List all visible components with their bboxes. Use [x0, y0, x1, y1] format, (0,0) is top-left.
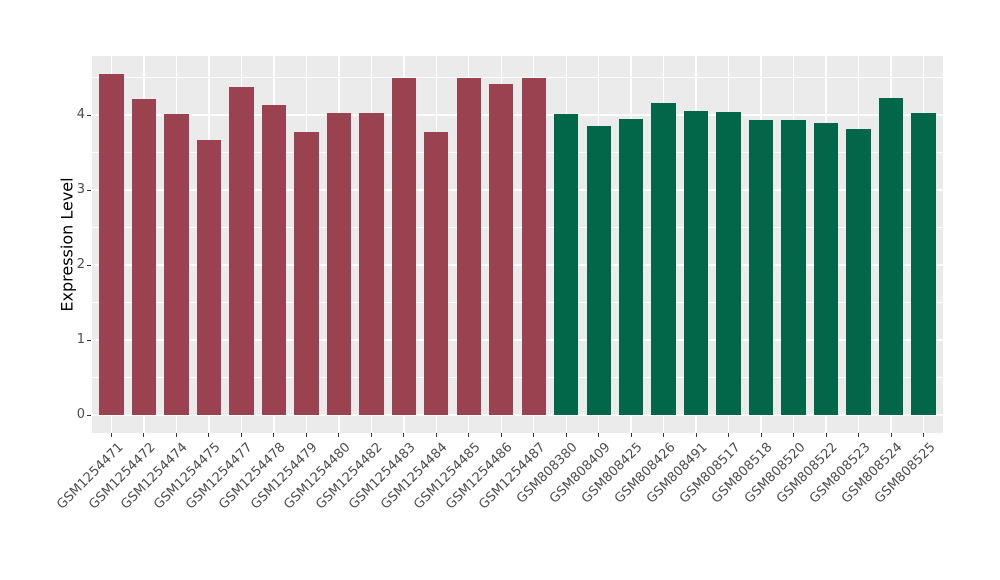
gridline-minor — [92, 77, 943, 79]
x-tick-mark — [500, 433, 502, 437]
bar-GSM808491 — [683, 111, 709, 415]
x-tick-mark — [793, 433, 795, 437]
y-tick-label: 4 — [76, 107, 85, 123]
gridline-minor — [92, 152, 943, 154]
x-tick-mark — [565, 433, 567, 437]
x-tick-mark — [695, 433, 697, 437]
bar-GSM1254485 — [456, 77, 481, 415]
x-tick-mark — [208, 433, 210, 437]
bar-GSM808524 — [878, 97, 904, 415]
bar-GSM1254472 — [131, 98, 157, 415]
bar-GSM1254486 — [489, 83, 514, 415]
plot-panel — [92, 56, 943, 433]
bar-GSM808517 — [716, 112, 741, 415]
x-tick-mark — [435, 433, 437, 437]
x-tick-mark — [273, 433, 275, 437]
bar-GSM808380 — [554, 113, 579, 415]
y-tick-mark — [87, 339, 91, 341]
gridline-minor — [92, 227, 943, 229]
x-tick-mark — [338, 433, 340, 437]
gridline-major — [92, 189, 943, 191]
bar-GSM1254483 — [391, 78, 416, 415]
y-tick-mark — [87, 189, 91, 191]
bar-GSM1254475 — [196, 139, 222, 415]
bar-GSM808425 — [619, 118, 644, 415]
bar-GSM1254479 — [294, 131, 319, 415]
y-tick-mark — [87, 264, 91, 266]
x-tick-mark — [760, 433, 762, 437]
x-tick-mark — [663, 433, 665, 437]
bar-GSM1254487 — [521, 77, 546, 415]
gridline-minor — [92, 302, 943, 303]
bar-GSM808522 — [813, 122, 839, 415]
x-tick-mark — [403, 433, 405, 437]
x-tick-mark — [143, 433, 145, 437]
bar-GSM1254477 — [229, 87, 254, 415]
x-tick-mark — [110, 433, 112, 437]
y-tick-mark — [87, 414, 91, 416]
y-tick-label: 1 — [76, 332, 85, 348]
x-tick-mark — [533, 433, 535, 437]
gridline-minor — [92, 377, 943, 378]
y-tick-mark — [87, 114, 91, 116]
bar-GSM808426 — [651, 103, 676, 415]
x-tick-mark — [923, 433, 924, 437]
x-tick-mark — [305, 433, 307, 437]
x-tick-mark — [825, 433, 827, 437]
gridline-major — [92, 264, 943, 266]
x-tick-mark — [370, 433, 372, 437]
x-tick-mark — [858, 433, 860, 437]
x-tick-mark — [468, 433, 470, 437]
x-tick-mark — [890, 433, 892, 437]
y-tick-label: 3 — [76, 182, 85, 198]
bar-GSM808520 — [781, 119, 806, 415]
bar-GSM1254480 — [326, 112, 352, 415]
y-tick-label: 0 — [76, 407, 85, 422]
bar-GSM1254474 — [164, 114, 189, 415]
bar-GSM1254478 — [261, 105, 287, 415]
gridline-major — [92, 414, 943, 416]
bar-GSM1254484 — [424, 132, 449, 415]
bar-GSM808409 — [586, 126, 611, 415]
bar-GSM808518 — [748, 119, 774, 415]
bar-GSM1254471 — [99, 73, 124, 415]
bar-GSM808525 — [911, 112, 936, 415]
x-tick-mark — [728, 433, 730, 437]
y-tick-label: 2 — [76, 257, 85, 273]
x-tick-mark — [598, 433, 600, 437]
x-tick-mark — [240, 433, 242, 437]
gridline-major — [92, 339, 943, 341]
gridline-major — [92, 114, 943, 116]
x-tick-mark — [175, 433, 177, 437]
x-tick-mark — [630, 433, 632, 437]
bar-GSM1254482 — [359, 112, 384, 415]
bar-GSM808523 — [846, 128, 871, 415]
